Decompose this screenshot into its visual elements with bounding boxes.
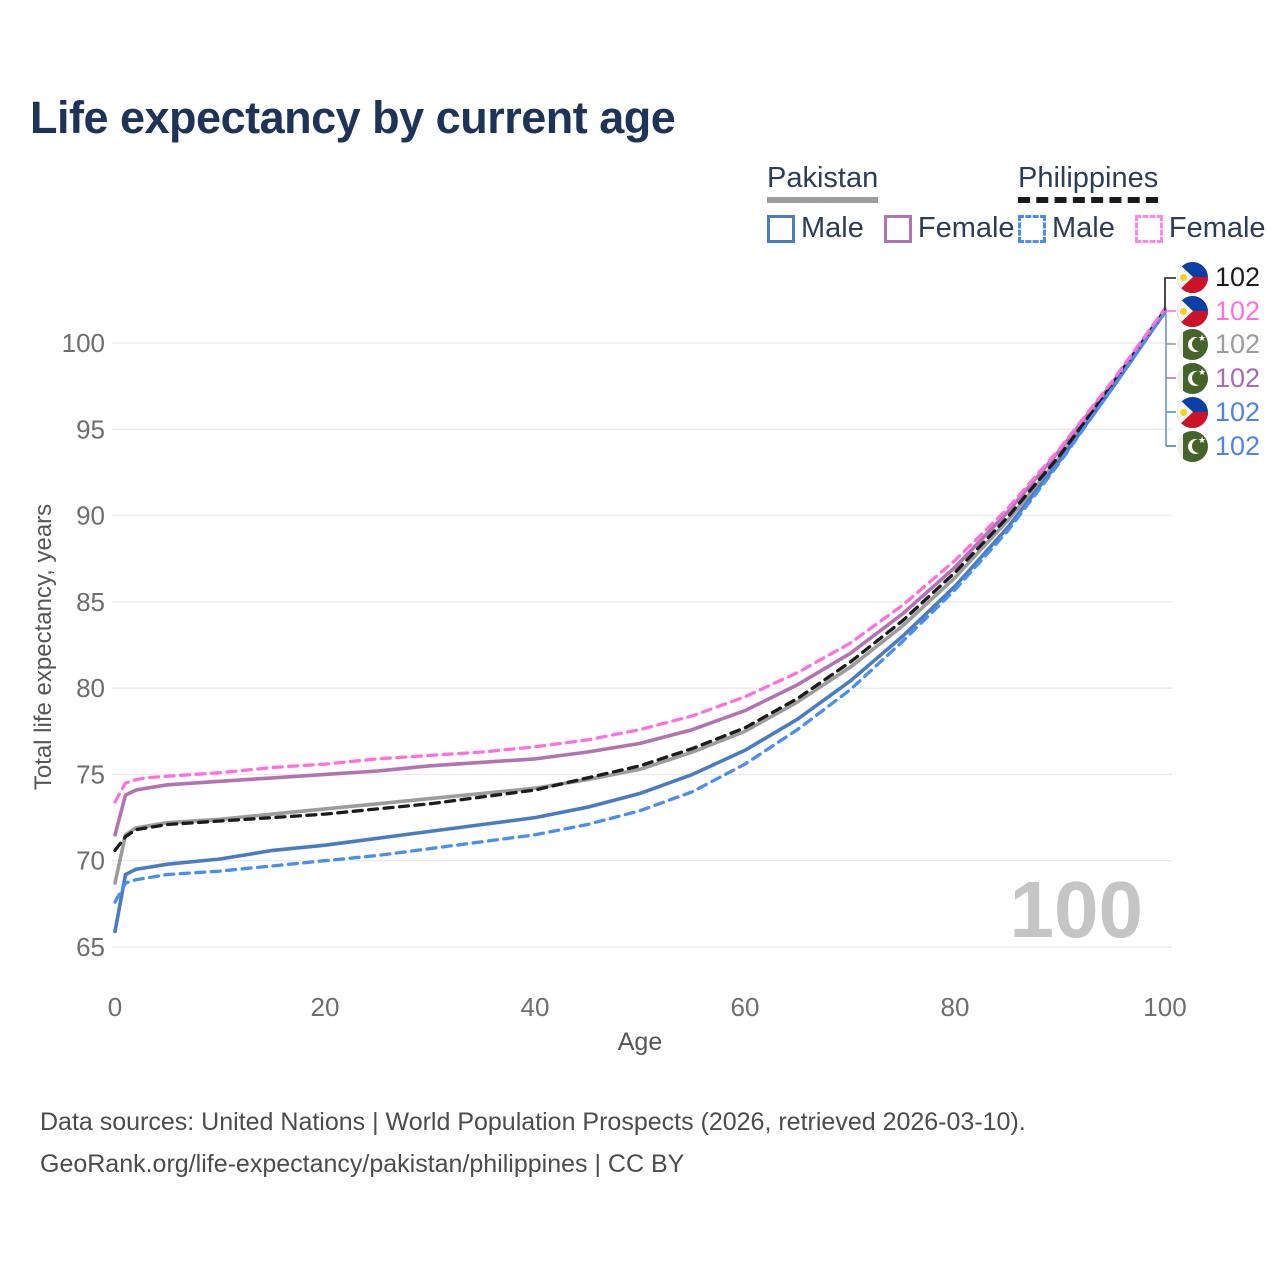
series-line-philippines-female xyxy=(113,306,1167,804)
legend-group-philippines: Philippines Male Female xyxy=(1018,162,1266,245)
end-label-value: 102 xyxy=(1215,362,1261,393)
attribution-link-text[interactable]: GeoRank.org/life-expectancy/pakistan/phi… xyxy=(40,1150,685,1178)
pakistan-flag-icon xyxy=(1177,328,1208,360)
y-tick-label: 95 xyxy=(76,414,105,444)
philippines-flag-icon xyxy=(1177,295,1208,327)
legend-label: Male xyxy=(1052,212,1115,244)
end-label-value: 102 xyxy=(1215,430,1261,461)
pakistan-flag-icon xyxy=(1177,362,1208,394)
philippines-flag-icon xyxy=(1177,396,1208,428)
y-tick-label: 85 xyxy=(76,587,105,617)
x-tick-label: 40 xyxy=(521,992,550,1022)
x-axis-title: Age xyxy=(617,1028,663,1056)
legend-label: Female xyxy=(1168,212,1266,244)
pakistan-male-swatch-icon xyxy=(767,214,795,243)
end-label-row: 102 xyxy=(1177,260,1260,294)
legend-item-philippines-male[interactable]: Male xyxy=(1018,212,1115,245)
legend-item-philippines-female[interactable]: Female xyxy=(1134,212,1266,245)
x-tick-label: 100 xyxy=(1143,992,1186,1022)
end-label-value: 102 xyxy=(1215,295,1261,326)
y-tick-label: 75 xyxy=(76,759,105,789)
y-tick-label: 70 xyxy=(76,846,105,876)
series-line-pakistan-male xyxy=(113,310,1167,934)
y-axis-title: Total life expectancy, years xyxy=(30,503,57,791)
data-sources-text: Data sources: United Nations | World Pop… xyxy=(40,1108,1026,1136)
end-label-value: 102 xyxy=(1215,396,1261,427)
end-label-row: 102 xyxy=(1177,294,1260,328)
pakistan-flag-icon xyxy=(1177,430,1208,462)
series-line-philippines-both xyxy=(113,308,1167,853)
y-tick-label: 100 xyxy=(62,328,105,358)
legend-country-pakistan[interactable]: Pakistan xyxy=(767,162,879,203)
legend-country-philippines[interactable]: Philippines xyxy=(1018,162,1159,203)
y-tick-label: 80 xyxy=(76,673,105,703)
end-label-value: 102 xyxy=(1215,261,1261,292)
y-tick-label: 90 xyxy=(76,501,105,531)
end-label-value: 102 xyxy=(1215,328,1261,359)
x-tick-label: 60 xyxy=(731,992,760,1022)
legend-label: Male xyxy=(801,212,864,244)
connector-bracket xyxy=(1164,277,1176,311)
chart-plot-area[interactable]: 65 70 75 80 85 90 95 100 0 20 40 60 80 100 xyxy=(0,0,1280,1080)
page-title: Life expectancy by current age xyxy=(30,92,676,143)
series-line-pakistan-female xyxy=(113,308,1167,837)
end-label-row: 102 xyxy=(1177,361,1260,395)
legend-label: Female xyxy=(917,212,1015,244)
end-label-row: 102 xyxy=(1177,429,1260,463)
legend-group-pakistan: Pakistan Male Female xyxy=(767,162,1015,245)
y-tick-label: 65 xyxy=(76,932,105,962)
x-tick-label: 20 xyxy=(311,992,340,1022)
end-label-row: 102 xyxy=(1177,327,1260,361)
pakistan-female-swatch-icon xyxy=(883,214,912,243)
legend-item-pakistan-female[interactable]: Female xyxy=(883,212,1015,245)
x-tick-label: 0 xyxy=(108,992,122,1022)
legend-item-pakistan-male[interactable]: Male xyxy=(767,212,864,245)
x-tick-label: 80 xyxy=(941,992,970,1022)
philippines-flag-icon xyxy=(1177,261,1208,293)
philippines-female-swatch-icon xyxy=(1134,214,1163,243)
end-label-row: 102 xyxy=(1177,395,1260,429)
series-line-philippines-male xyxy=(113,310,1167,904)
philippines-male-swatch-icon xyxy=(1018,214,1046,243)
series-line-pakistan-both xyxy=(113,310,1167,885)
hover-age-watermark: 100 xyxy=(1009,865,1143,954)
